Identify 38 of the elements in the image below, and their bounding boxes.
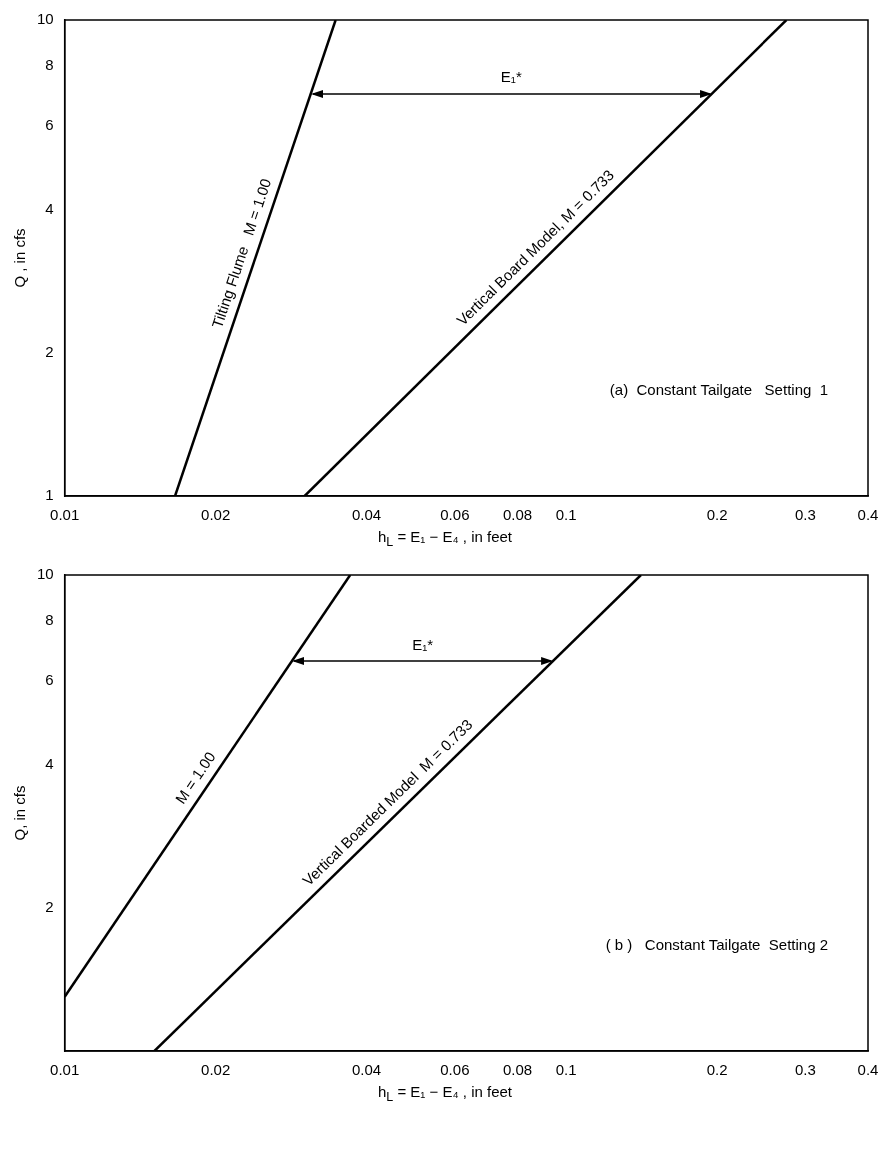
y-tick-label: 4: [45, 199, 54, 217]
x-tick-label: 0.06: [440, 1061, 470, 1079]
ref-line-label: E₁*: [500, 68, 522, 86]
y-tick-label: 2: [45, 342, 54, 360]
x-tick-label: 0.02: [201, 1061, 231, 1079]
y-tick-label: 4: [45, 754, 54, 772]
x-tick-label: 0.2: [706, 1061, 728, 1079]
x-tick-label: 0.01: [50, 506, 80, 524]
annotation: (a) Constant Tailgate Setting 1: [609, 381, 828, 399]
text: Tilting Flume M = 1.00: [208, 176, 275, 331]
x-axis-title: h$_{L}$ = E₁ − E₄ , in feet: [376, 1083, 513, 1104]
y-tick-label: 6: [45, 115, 54, 133]
y-tick-label: 10: [37, 565, 54, 583]
x-tick-label: 0.01: [50, 1061, 80, 1079]
x-tick-label: 0.06: [440, 506, 470, 524]
x-tick-label: 0.04: [351, 506, 382, 524]
x-tick-label: 0.04: [351, 1061, 382, 1079]
x-tick-label: 0.08: [502, 1061, 533, 1079]
x-tick-label: 0.02: [201, 506, 231, 524]
x-tick-label: 0.4: [857, 506, 879, 524]
y-tick-label: 10: [37, 10, 54, 28]
x-tick-label: 0.3: [794, 506, 816, 524]
y-axis-title: Q , in cfs: [11, 228, 29, 288]
y-axis-title: Q, in cfs: [11, 785, 29, 841]
x-axis-title: h$_{L}$ = E₁ − E₄ , in feet: [376, 528, 513, 549]
x-tick-label: 0.3: [794, 1061, 816, 1079]
y-tick-label: 6: [45, 670, 54, 688]
x-tick-label: 0.08: [502, 506, 533, 524]
x-tick-label: 0.4: [857, 1061, 879, 1079]
y-tick-label: 8: [45, 611, 54, 629]
ref-line-label: E₁*: [412, 635, 434, 653]
y-tick-label: 2: [45, 897, 54, 915]
y-tick-label: 8: [45, 56, 54, 74]
annotation: ( b ) Constant Tailgate Setting 2: [605, 936, 828, 954]
y-tick-label: 1: [45, 486, 54, 504]
x-tick-label: 0.2: [706, 506, 728, 524]
x-tick-label: 0.1: [555, 506, 577, 524]
x-tick-label: 0.1: [555, 1061, 577, 1079]
